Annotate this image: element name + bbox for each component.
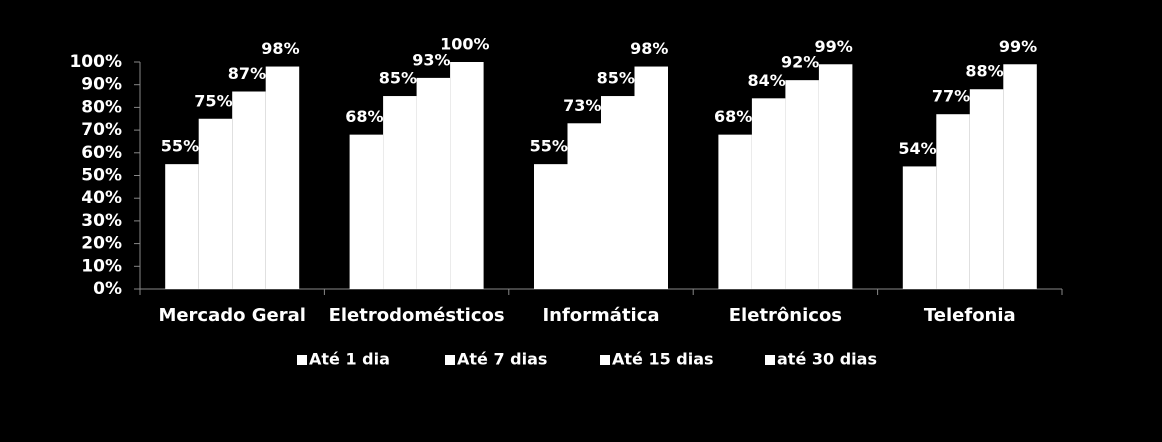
- x-tick-label: Informática: [542, 305, 659, 326]
- value-label: 73%: [563, 96, 601, 115]
- value-label: 98%: [261, 39, 299, 58]
- y-tick-label: 0%: [93, 279, 122, 299]
- bar: [567, 123, 601, 289]
- y-tick-label: 40%: [81, 188, 122, 208]
- bar: [718, 134, 752, 289]
- bar: [416, 77, 451, 289]
- value-label: 87%: [228, 64, 266, 83]
- x-tick-label: Eletrônicos: [729, 305, 842, 326]
- bar: [751, 98, 786, 289]
- legend-swatch: [445, 355, 455, 365]
- value-label: 68%: [714, 107, 752, 126]
- bar: [165, 164, 199, 289]
- value-label: 99%: [815, 37, 853, 56]
- value-label: 84%: [748, 71, 786, 90]
- bar: [232, 91, 266, 289]
- x-tick-label: Mercado Geral: [158, 305, 306, 326]
- value-label: 99%: [999, 37, 1037, 56]
- bar: [785, 80, 819, 289]
- legend-swatch: [600, 355, 610, 365]
- value-label: 100%: [440, 35, 489, 54]
- y-tick-label: 100%: [69, 52, 122, 72]
- legend-label: até 30 dias: [777, 350, 877, 369]
- legend-swatch: [297, 355, 307, 365]
- bar: [902, 166, 937, 289]
- legend-swatch: [765, 355, 775, 365]
- value-label: 77%: [932, 87, 970, 106]
- bar: [534, 164, 568, 289]
- bar: [383, 96, 417, 289]
- value-label: 55%: [530, 137, 568, 156]
- value-label: 85%: [379, 69, 417, 88]
- value-label: 55%: [161, 137, 199, 156]
- value-label: 54%: [898, 139, 936, 158]
- y-tick-label: 10%: [81, 256, 122, 276]
- value-label: 92%: [781, 53, 819, 72]
- value-label: 85%: [597, 69, 635, 88]
- y-tick-label: 50%: [81, 166, 122, 186]
- bar: [450, 62, 484, 289]
- bar: [818, 64, 853, 290]
- bar: [969, 89, 1004, 290]
- legend-label: Até 15 dias: [612, 350, 714, 369]
- y-tick-label: 90%: [81, 75, 122, 95]
- bar: [936, 114, 970, 290]
- y-tick-label: 70%: [81, 120, 122, 140]
- value-label: 98%: [630, 39, 668, 58]
- legend-label: Até 1 dia: [309, 350, 390, 369]
- value-label: 68%: [345, 107, 383, 126]
- bar: [1003, 64, 1037, 290]
- y-tick-label: 80%: [81, 97, 122, 117]
- value-label: 75%: [194, 91, 232, 110]
- value-label: 88%: [965, 62, 1003, 81]
- bar: [198, 118, 233, 289]
- y-tick-label: 60%: [81, 143, 122, 163]
- y-tick-label: 20%: [81, 234, 122, 254]
- bar: [265, 66, 300, 289]
- value-label: 93%: [412, 50, 450, 69]
- legend-label: Até 7 dias: [457, 350, 547, 369]
- y-tick-label: 30%: [81, 211, 122, 231]
- bar: [349, 134, 384, 289]
- x-tick-label: Eletrodomésticos: [329, 305, 505, 326]
- x-tick-label: Telefonia: [924, 305, 1016, 326]
- bar: [634, 66, 668, 289]
- bar: [601, 96, 635, 289]
